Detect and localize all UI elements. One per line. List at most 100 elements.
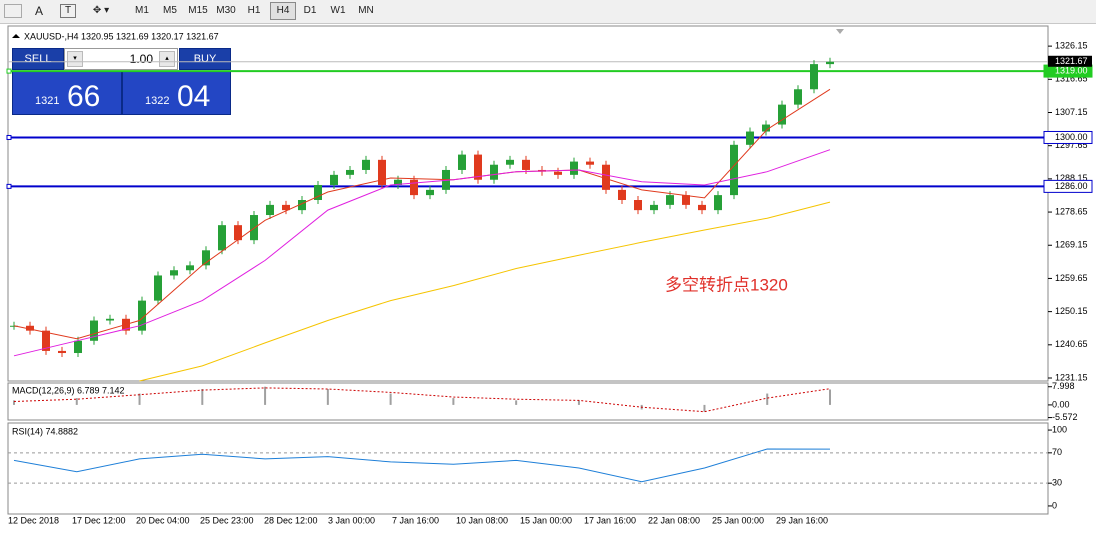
x-tick-label: 20 Dec 04:00 bbox=[136, 515, 190, 525]
candle bbox=[714, 195, 722, 211]
macd-bar bbox=[326, 389, 329, 405]
macd-signal bbox=[13, 387, 831, 413]
timeframe-button[interactable]: M30 bbox=[216, 5, 236, 16]
collapse-arrow bbox=[12, 34, 20, 38]
candle bbox=[618, 189, 626, 201]
macd-bar bbox=[75, 398, 78, 405]
candle bbox=[282, 204, 290, 211]
candle bbox=[186, 265, 194, 271]
macd-bar bbox=[201, 389, 204, 405]
chart: XAUUSD-,H4 1320.95 1321.69 1320.17 1321.… bbox=[6, 25, 1093, 525]
timeframe-button[interactable]: H4 bbox=[270, 2, 296, 20]
level-label-box bbox=[1043, 130, 1093, 144]
candle bbox=[250, 215, 258, 241]
macd-bar bbox=[515, 400, 518, 405]
candle bbox=[298, 200, 306, 211]
y-tick-label: 1278.65 bbox=[1055, 206, 1088, 216]
candle bbox=[794, 89, 802, 105]
candle bbox=[634, 200, 642, 211]
y-tick-label: 1307.15 bbox=[1055, 107, 1088, 117]
x-tick-label: 10 Jan 08:00 bbox=[456, 515, 508, 525]
candle bbox=[234, 225, 242, 241]
icon-shapes[interactable]: ✥ ▾ bbox=[92, 5, 110, 16]
macd-label: MACD(12,26,9) 6.789 7.142 bbox=[12, 385, 125, 395]
candle bbox=[330, 174, 338, 185]
level-handle bbox=[6, 134, 12, 140]
rsi-tick-label: 30 bbox=[1052, 478, 1062, 488]
y-tick-label: 1316.65 bbox=[1055, 74, 1088, 84]
lot-up[interactable]: ▴ bbox=[159, 51, 175, 67]
candle bbox=[170, 270, 178, 276]
lot-box[interactable]: ▾ 1.00 ▴ bbox=[64, 48, 178, 70]
x-tick-label: 15 Jan 00:00 bbox=[520, 515, 572, 525]
icon-label[interactable]: T bbox=[60, 4, 76, 18]
candle bbox=[218, 225, 226, 251]
level-handle bbox=[6, 183, 12, 189]
timeframe-button[interactable]: W1 bbox=[330, 5, 346, 16]
candle bbox=[506, 159, 514, 165]
level-label-box bbox=[1043, 179, 1093, 193]
shift-marker bbox=[836, 29, 844, 34]
candle bbox=[90, 320, 98, 341]
level-label: 1319.00 bbox=[1055, 65, 1088, 75]
candle bbox=[138, 300, 146, 331]
candle bbox=[394, 179, 402, 185]
candle bbox=[490, 164, 498, 180]
candle bbox=[810, 64, 818, 90]
x-tick-label: 12 Dec 2018 bbox=[8, 515, 59, 525]
x-tick-label: 29 Jan 16:00 bbox=[776, 515, 828, 525]
icon-cursor[interactable] bbox=[4, 4, 22, 18]
macd-bar bbox=[703, 404, 706, 412]
y-tick-label: 1326.15 bbox=[1055, 40, 1088, 50]
macd-tick-label: 7.998 bbox=[1052, 381, 1075, 391]
y-tick-label: 1259.65 bbox=[1055, 273, 1088, 283]
x-tick-label: 25 Jan 00:00 bbox=[712, 515, 764, 525]
icon-text[interactable]: A bbox=[34, 4, 43, 18]
lot-down[interactable]: ▾ bbox=[67, 51, 83, 67]
lot-value[interactable]: 1.00 bbox=[129, 52, 153, 66]
y-tick-label: 1240.65 bbox=[1055, 339, 1088, 349]
macd-bar bbox=[13, 400, 15, 405]
candle bbox=[730, 144, 738, 196]
sell-price[interactable]: 1321 66 bbox=[12, 71, 122, 115]
candle bbox=[698, 204, 706, 211]
macd-bar bbox=[264, 386, 267, 405]
macd-bar bbox=[829, 389, 831, 405]
timeframe-button[interactable]: M5 bbox=[163, 5, 177, 16]
moving-average bbox=[13, 88, 831, 340]
timeframe-button[interactable]: D1 bbox=[303, 5, 317, 16]
candle bbox=[266, 204, 274, 216]
current-price-label: 1321.67 bbox=[1055, 56, 1088, 66]
timeframe-button[interactable]: H1 bbox=[247, 5, 261, 16]
sell-price-main: 1321 bbox=[35, 95, 60, 107]
macd-bar bbox=[766, 393, 769, 405]
candle bbox=[106, 318, 114, 321]
macd-panel bbox=[7, 382, 1049, 421]
macd-bar bbox=[577, 400, 580, 405]
candle bbox=[746, 131, 754, 145]
candle bbox=[602, 164, 610, 190]
macd-bar bbox=[389, 393, 392, 405]
x-tick-label: 17 Dec 12:00 bbox=[72, 515, 126, 525]
sell-price-big: 66 bbox=[67, 80, 101, 113]
x-tick-label: 7 Jan 16:00 bbox=[392, 515, 439, 525]
macd-bar bbox=[138, 393, 141, 405]
candle bbox=[650, 204, 658, 211]
chart-title: XAUUSD-,H4 1320.95 1321.69 1320.17 1321.… bbox=[24, 31, 219, 41]
candle bbox=[410, 179, 418, 196]
candle bbox=[682, 195, 690, 205]
timeframe-button[interactable]: M1 bbox=[135, 5, 149, 16]
moving-average bbox=[139, 201, 831, 382]
candle bbox=[570, 161, 578, 175]
candle bbox=[202, 250, 210, 266]
y-tick-label: 1288.15 bbox=[1055, 173, 1088, 183]
candle bbox=[474, 154, 482, 180]
candle bbox=[154, 275, 162, 301]
candle bbox=[362, 159, 370, 170]
x-tick-label: 3 Jan 00:00 bbox=[328, 515, 375, 525]
buy-price-big: 04 bbox=[177, 80, 211, 113]
timeframe-button[interactable]: M15 bbox=[188, 5, 208, 16]
candle bbox=[42, 330, 50, 351]
timeframe-button[interactable]: MN bbox=[358, 5, 374, 16]
macd-tick-label: 0.00 bbox=[1052, 399, 1070, 409]
